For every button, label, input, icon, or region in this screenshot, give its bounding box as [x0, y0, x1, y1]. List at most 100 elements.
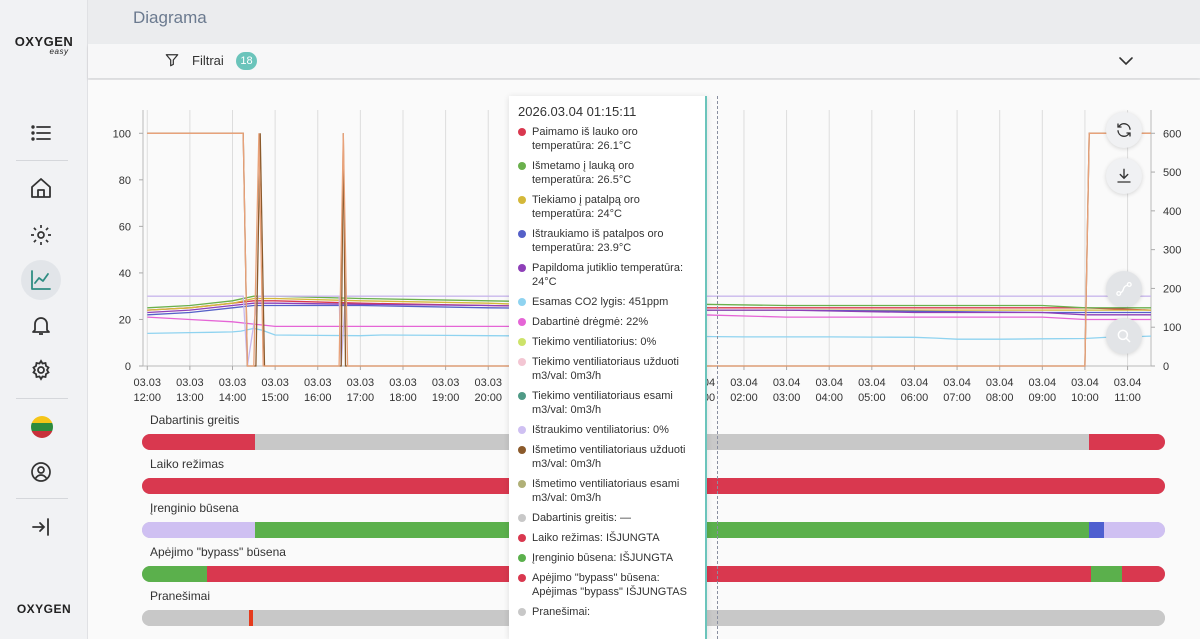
status-bar-label: Dabartinis greitis	[150, 413, 240, 427]
legend-dot-icon	[518, 392, 526, 400]
x-tick-label-time: 13:00	[176, 392, 204, 404]
status-bar-segment	[253, 610, 1165, 626]
tooltip-item-text: Ištraukimo ventiliatorius: 0%	[532, 424, 669, 436]
y-tick-label-left: 80	[119, 175, 131, 187]
download-icon	[1117, 168, 1131, 183]
app-logo[interactable]: OXYGEN easy	[0, 34, 88, 56]
legend-dot-icon	[518, 358, 526, 366]
status-bar-segment	[1103, 522, 1165, 538]
x-tick-label-date: 03.03	[304, 377, 332, 389]
tooltip-item-text: Tiekiamo į patalpą oro temperatūra: 24°C	[532, 194, 640, 220]
tooltip-item-text: Ištraukiamo iš patalpos oro temperatūra:…	[532, 228, 664, 254]
x-tick-label-date: 03.04	[730, 377, 758, 389]
x-tick-label-time: 02:00	[730, 392, 758, 404]
zoom-icon	[1117, 329, 1131, 343]
x-tick-label-time: 11:00	[1114, 392, 1141, 404]
header: Diagrama	[88, 0, 1200, 44]
x-tick-label-time: 05:00	[858, 392, 886, 404]
legend-dot-icon	[518, 426, 526, 434]
x-tick-label-date: 03.03	[219, 377, 247, 389]
logout-icon[interactable]	[21, 507, 61, 547]
x-tick-label-time: 16:00	[304, 392, 332, 404]
y-tick-label-left: 60	[119, 221, 131, 233]
legend-dot-icon	[518, 318, 526, 326]
legend-dot-icon	[518, 196, 526, 204]
home-icon[interactable]	[21, 168, 61, 208]
menu-list-icon[interactable]	[21, 113, 61, 153]
logo-subtext: easy	[49, 47, 69, 56]
x-tick-label-date: 03.03	[261, 377, 289, 389]
tooltip-item: Apėjimo "bypass" būsena: Apėjimas "bypas…	[518, 571, 697, 599]
x-tick-label-date: 03.04	[773, 377, 801, 389]
language-flag-lt[interactable]	[31, 416, 53, 438]
tooltip-item: Išmetimo ventiliatoriaus užduoti m3/val:…	[518, 443, 697, 471]
tooltip-item: Tiekimo ventiliatoriaus užduoti m3/val: …	[518, 355, 697, 383]
y-tick-label-right: 600	[1163, 128, 1181, 140]
status-bar-segment	[1089, 522, 1104, 538]
tooltip-item-text: Išmetamo į lauką oro temperatūra: 26.5°C	[532, 160, 635, 186]
status-bar-segment	[142, 522, 255, 538]
x-tick-label-time: 04:00	[815, 392, 843, 404]
legend-dot-icon	[518, 608, 526, 616]
route-button[interactable]	[1106, 271, 1142, 307]
filter-count-badge: 18	[236, 52, 257, 70]
gear-icon[interactable]	[21, 350, 61, 390]
legend-dot-icon	[518, 534, 526, 542]
x-tick-label-time: 19:00	[432, 392, 460, 404]
tooltip-item-text: Tiekimo ventiliatoriaus esami m3/val: 0m…	[532, 390, 673, 416]
filter-bar[interactable]: Filtrai 18	[88, 44, 1200, 78]
sidebar-divider	[16, 160, 68, 161]
tooltip-item: Dabartinė drėgmė: 22%	[518, 315, 697, 329]
y-tick-label-right: 300	[1163, 245, 1181, 257]
x-tick-label-date: 03.04	[901, 377, 929, 389]
logo-text: OXYGEN	[14, 34, 74, 49]
legend-dot-icon	[518, 338, 526, 346]
tooltip-item: Išmetimo ventiliatoriaus esami m3/val: 0…	[518, 477, 697, 505]
x-tick-label-time: 12:00	[133, 392, 161, 404]
legend-dot-icon	[518, 230, 526, 238]
tooltip-item-text: Paimamo iš lauko oro temperatūra: 26.1°C	[532, 126, 638, 152]
zoom-button[interactable]	[1106, 318, 1142, 354]
legend-dot-icon	[518, 554, 526, 562]
tooltip-item: Dabartinis greitis: —	[518, 511, 697, 525]
tooltip-item-text: Laiko režimas: IŠJUNGTA	[532, 532, 660, 544]
y-tick-label-right: 100	[1163, 322, 1181, 334]
tooltip-item: Pranešimai:	[518, 605, 697, 619]
device-settings-icon[interactable]	[21, 215, 61, 255]
x-tick-label-time: 06:00	[901, 392, 929, 404]
series-line	[147, 132, 1151, 367]
refresh-button[interactable]	[1106, 112, 1142, 148]
status-bar-label: Apėjimo "bypass" būsena	[150, 545, 286, 559]
footer-logo: OXYGEN	[16, 602, 72, 616]
tooltip-item-text: Papildoma jutiklio temperatūra: 24°C	[532, 262, 684, 288]
filter-label[interactable]: Filtrai	[192, 53, 224, 68]
chevron-down-icon[interactable]	[1118, 54, 1134, 68]
x-tick-label-date: 03.04	[943, 377, 971, 389]
tooltip-item: Tiekiamo į patalpą oro temperatūra: 24°C	[518, 193, 697, 221]
x-tick-label-time: 15:00	[261, 392, 289, 404]
tooltip-item: Tiekimo ventiliatorius: 0%	[518, 335, 697, 349]
x-tick-label-date: 03.04	[858, 377, 886, 389]
tooltip-item: Tiekimo ventiliatoriaus esami m3/val: 0m…	[518, 389, 697, 417]
legend-dot-icon	[518, 264, 526, 272]
legend-dot-icon	[518, 162, 526, 170]
user-icon[interactable]	[21, 452, 61, 492]
filter-icon[interactable]	[165, 53, 179, 67]
x-tick-label-time: 09:00	[1029, 392, 1057, 404]
status-bar-segment	[249, 610, 254, 626]
sidebar-divider	[16, 498, 68, 499]
legend-dot-icon	[518, 128, 526, 136]
chart-tooltip: 2026.03.04 01:15:11 Paimamo iš lauko oro…	[509, 96, 707, 639]
tooltip-item: Įrenginio būsena: IŠJUNGTA	[518, 551, 697, 565]
x-tick-label-date: 03.03	[474, 377, 502, 389]
x-tick-label-time: 03:00	[773, 392, 801, 404]
status-bar-segment	[142, 434, 255, 450]
download-button[interactable]	[1106, 158, 1142, 194]
y-tick-label-left: 40	[119, 268, 131, 280]
x-tick-label-date: 03.03	[389, 377, 417, 389]
x-tick-label-date: 03.04	[1071, 377, 1099, 389]
legend-dot-icon	[518, 446, 526, 454]
x-tick-label-time: 20:00	[474, 392, 502, 404]
bell-icon[interactable]	[21, 305, 61, 345]
chart-icon[interactable]	[21, 260, 61, 300]
